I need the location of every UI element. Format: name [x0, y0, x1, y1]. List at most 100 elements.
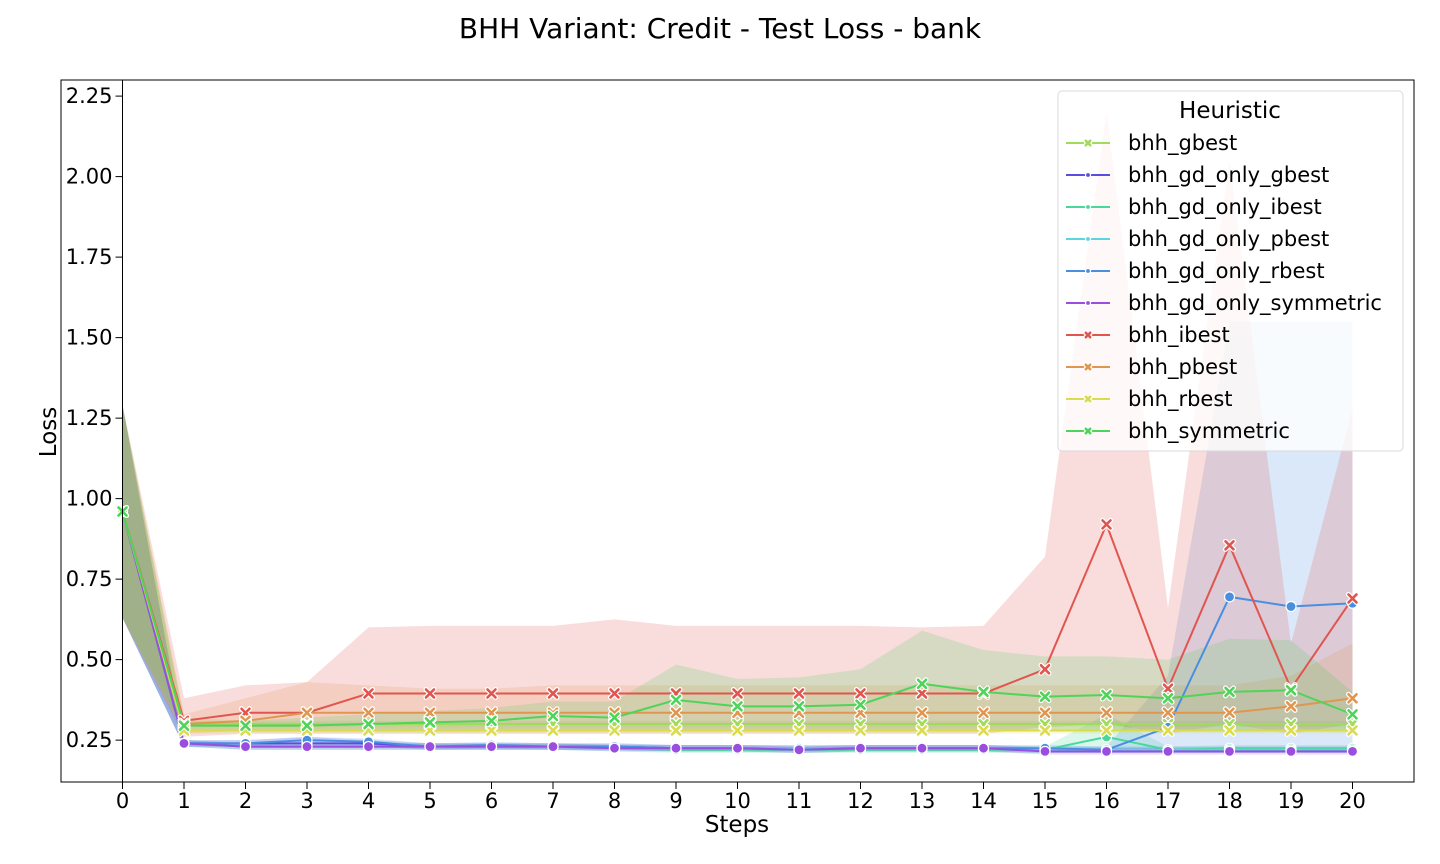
- data-point-bhh-rbest: [1346, 723, 1359, 737]
- legend-item-bhh-ibest: bhh_ibest: [1066, 323, 1230, 348]
- data-point-bhh-symmetric: [177, 719, 191, 733]
- y-tick-label: 0.75: [66, 567, 113, 591]
- data-point-bhh-gd-only-symmetric: [1346, 745, 1359, 758]
- legend-item-bhh-gd-only-gbest: bhh_gd_only_gbest: [1066, 163, 1329, 188]
- x-tick-label: 2: [239, 789, 252, 813]
- data-point-bhh-symmetric: [485, 714, 498, 728]
- data-point-bhh-ibest: [915, 686, 929, 700]
- data-point-bhh-symmetric: [1161, 691, 1175, 705]
- x-tick-label: 17: [1155, 789, 1182, 813]
- x-tick-label: 11: [786, 789, 813, 813]
- data-point-bhh-rbest: [915, 723, 929, 737]
- band-bhh-symmetric: [122, 405, 1353, 731]
- data-point-bhh-symmetric: [546, 709, 560, 723]
- legend-marker: [1084, 299, 1092, 307]
- data-point-bhh-rbest: [485, 723, 498, 737]
- data-point-bhh-gd-only-symmetric: [977, 742, 990, 754]
- data-point-bhh-gd-only-symmetric: [362, 740, 375, 753]
- x-tick-label: 1: [177, 789, 190, 813]
- legend-item-bhh-gd-only-rbest: bhh_gd_only_rbest: [1066, 259, 1325, 284]
- y-tick-label: 1.25: [66, 406, 113, 430]
- legend-marker: [1083, 362, 1093, 372]
- data-point-bhh-gd-only-symmetric: [793, 744, 805, 756]
- data-point-bhh-ibest: [362, 686, 375, 700]
- data-point-bhh-ibest: [485, 686, 498, 700]
- data-point-bhh-ibest: [792, 686, 806, 700]
- legend-label: bhh_gd_only_symmetric: [1128, 291, 1382, 316]
- data-point-bhh-rbest: [854, 723, 867, 737]
- y-tick-label: 1.00: [66, 487, 113, 511]
- legend-item-bhh-symmetric: bhh_symmetric: [1066, 419, 1290, 444]
- legend-item-bhh-gd-only-symmetric: bhh_gd_only_symmetric: [1066, 291, 1382, 316]
- data-point-bhh-symmetric: [423, 715, 437, 729]
- data-point-bhh-pbest: [1346, 691, 1359, 705]
- data-point-bhh-pbest: [977, 706, 990, 720]
- data-point-bhh-rbest: [1284, 723, 1298, 737]
- x-tick-label: 9: [669, 789, 682, 813]
- y-axis-ticks: 0.25 0.50 0.75 1.00 1.25 1.50 1.75 2.00 2.25: [66, 80, 123, 782]
- band-bhh-pbest: [122, 405, 1353, 734]
- data-point-bhh-symmetric: [362, 717, 375, 731]
- data-point-bhh-gd-only-symmetric: [239, 740, 252, 753]
- data-point-bhh-pbest: [300, 706, 314, 720]
- data-point-bhh-rbest: [669, 723, 683, 737]
- data-point-bhh-gd-only-symmetric: [670, 742, 682, 754]
- legend-marker: [1084, 235, 1092, 243]
- legend-item-bhh-gd-only-pbest: bhh_gd_only_pbest: [1066, 227, 1329, 252]
- data-point-bhh-ibest: [1223, 538, 1236, 552]
- legend-marker: [1083, 426, 1093, 436]
- x-tick-label: 16: [1093, 789, 1120, 813]
- legend-title: Heuristic: [1179, 98, 1281, 124]
- data-point-bhh-ibest: [1346, 591, 1359, 605]
- data-point-bhh-rbest: [608, 723, 621, 737]
- x-axis-ticks: 0 1 2 3 4 5 6 7 8 9 10 11 12 13 14 15 16 17 18 19 20: [116, 782, 1366, 813]
- y-tick-label: 1.50: [66, 326, 113, 350]
- data-point-bhh-gd-only-symmetric: [854, 742, 867, 754]
- data-point-bhh-pbest: [1223, 706, 1236, 720]
- legend-label: bhh_gbest: [1128, 131, 1237, 156]
- data-point-bhh-symmetric: [1346, 707, 1359, 721]
- data-point-bhh-gd-only-symmetric: [1285, 745, 1297, 758]
- legend-marker: [1083, 394, 1093, 404]
- data-point-bhh-rbest: [1038, 723, 1052, 737]
- x-tick-label: 6: [485, 789, 498, 813]
- x-tick-label: 20: [1339, 789, 1366, 813]
- data-point-bhh-rbest: [1223, 723, 1236, 737]
- data-point-bhh-pbest: [669, 706, 683, 720]
- x-tick-label: 19: [1278, 789, 1305, 813]
- data-point-bhh-rbest: [792, 723, 806, 737]
- legend-label: bhh_symmetric: [1128, 419, 1290, 444]
- legend-items: bhh_gbest bhh_gd_only_gbest bhh_gd_only_ib…: [1066, 131, 1382, 444]
- data-point-bhh-symmetric: [977, 685, 990, 699]
- data-point-bhh-ibest: [546, 686, 560, 700]
- data-point-bhh-gd-only-symmetric: [424, 740, 436, 753]
- data-point-bhh-gd-only-symmetric: [1039, 745, 1051, 758]
- data-point-bhh-pbest: [362, 706, 375, 720]
- y-tick-label: 2.00: [66, 165, 113, 189]
- data-point-bhh-gd-only-symmetric: [301, 740, 313, 753]
- x-tick-label: 0: [116, 789, 129, 813]
- data-point-bhh-rbest: [1100, 723, 1113, 737]
- legend-label: bhh_gd_only_pbest: [1128, 227, 1329, 252]
- data-point-bhh-symmetric: [915, 677, 929, 691]
- x-tick-label: 4: [362, 789, 375, 813]
- x-tick-label: 5: [423, 789, 436, 813]
- data-point-bhh-rbest: [546, 723, 560, 737]
- x-tick-label: 10: [724, 789, 751, 813]
- legend-marker: [1084, 171, 1092, 179]
- data-point-bhh-pbest: [1038, 706, 1052, 720]
- data-point-bhh-symmetric: [1284, 683, 1298, 697]
- data-point-bhh-gd-only-symmetric: [547, 740, 559, 753]
- x-tick-label: 14: [970, 789, 997, 813]
- data-point-bhh-gd-only-rbest: [1223, 591, 1236, 603]
- legend-marker: [1084, 203, 1092, 211]
- data-point-bhh-gd-only-symmetric: [485, 740, 498, 753]
- legend-label: bhh_rbest: [1128, 387, 1233, 412]
- data-point-bhh-symmetric: [1100, 688, 1113, 702]
- data-point-bhh-ibest: [854, 686, 867, 700]
- data-point-bhh-pbest: [1100, 706, 1113, 720]
- legend-box: [1057, 90, 1404, 452]
- data-point-bhh-symmetric: [731, 699, 744, 713]
- data-point-bhh-pbest: [1161, 706, 1175, 720]
- x-tick-label: 3: [300, 789, 313, 813]
